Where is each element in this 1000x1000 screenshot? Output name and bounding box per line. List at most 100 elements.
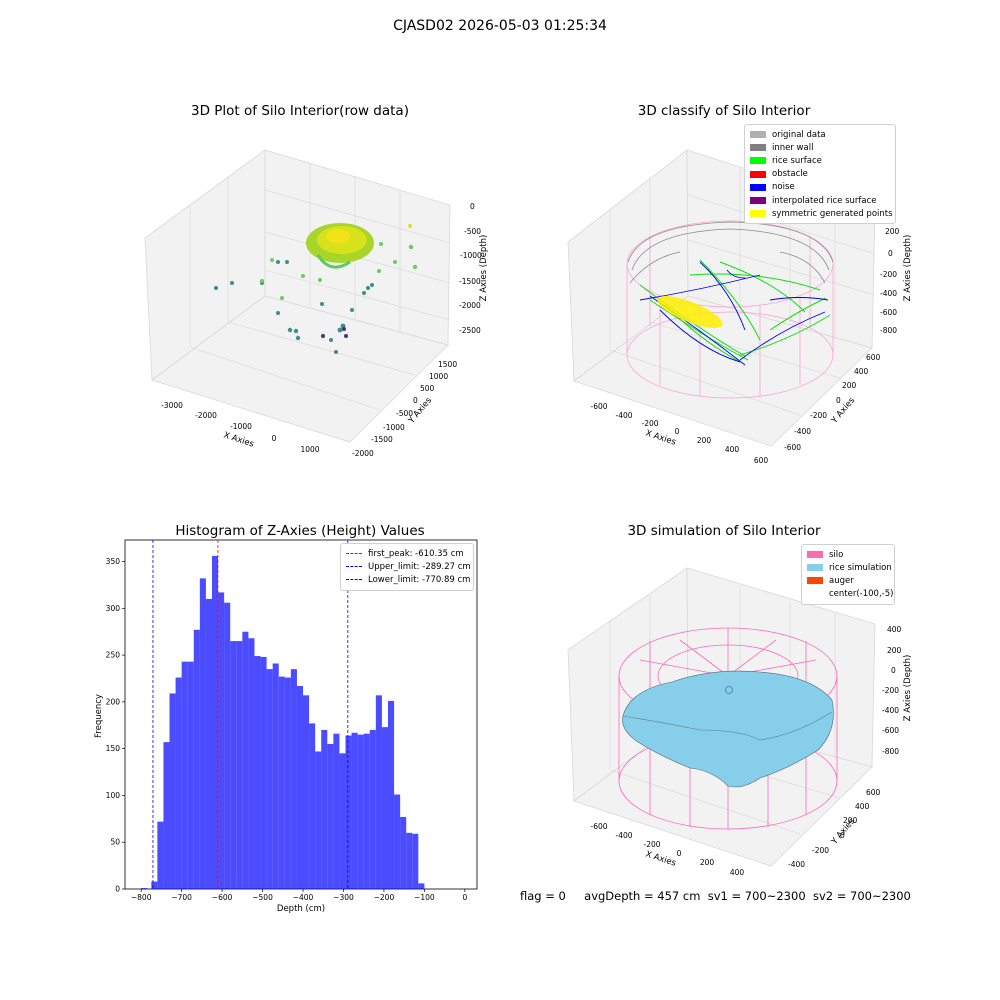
classify-legend-label: obstacle [772, 169, 808, 180]
histogram-bar [345, 735, 352, 889]
simulation-xtick: 400 [730, 868, 745, 877]
simulation-legend-entry: rice simulation [807, 561, 892, 574]
classify-legend-swatch [750, 144, 766, 152]
raw-z-ticks: 0 -500 -1000 -1500 -2000 -2500 [459, 202, 482, 335]
classify-xtick: 400 [725, 445, 740, 454]
classify-ytick: -200 [810, 411, 827, 420]
raw-ytick: -1000 [383, 423, 405, 432]
histogram-legend-line [346, 553, 362, 555]
simulation-legend-entry: center(-100,-5) [807, 588, 893, 601]
histogram-bar [315, 751, 322, 889]
histogram-xtick-label: −800 [131, 893, 152, 902]
histogram-legend-entry: Upper_limit: -289.27 cm [346, 560, 471, 573]
histogram-bar [163, 742, 170, 889]
classify-ytick: -600 [784, 443, 801, 452]
raw-ztick: -2000 [459, 301, 481, 310]
histogram-ytick-label: 100 [106, 791, 121, 800]
histogram-bar [224, 602, 231, 889]
histogram-bar [205, 598, 212, 889]
histogram-bar [412, 833, 419, 889]
classify-legend-swatch [750, 183, 766, 191]
histogram-ytick-label: 350 [106, 557, 121, 566]
histogram-bar [141, 888, 148, 889]
histogram-ytick-label: 50 [110, 838, 120, 847]
histogram-title: Histogram of Z-Axies (Height) Values [175, 523, 425, 539]
raw-surface-edge [316, 254, 351, 269]
simulation-legend-label: center(-100,-5) [829, 589, 894, 600]
classify-legend-entry: symmetric generated points [750, 207, 893, 220]
histogram-bar [351, 732, 358, 889]
raw-y-ticks: -2000 -1500 -1000 -500 0 500 1000 1500 [352, 360, 457, 458]
simulation-ztick: -200 [882, 686, 899, 695]
simulation-z-label: Z Axies (Depth) [903, 655, 913, 722]
histogram-ytick-label: 0 [115, 885, 120, 894]
figure-suptitle: CJASD02 2026-05-03 01:25:34 [393, 18, 607, 34]
simulation-legend-swatch [807, 577, 823, 585]
histogram-bar [254, 656, 261, 889]
raw-xtick: -3000 [161, 401, 183, 410]
simulation-legend-label: auger [829, 575, 854, 586]
classify-ztick: 0 [888, 249, 893, 258]
simulation-legend: silo rice simulation auger center(-100,-5) [801, 544, 895, 605]
classify-x-ticks: -600 -400 -200 0 200 400 600 [590, 402, 768, 465]
classify-ytick: 0 [836, 396, 841, 405]
histogram-bar [151, 881, 158, 889]
histogram-bar [327, 743, 334, 889]
classify-ztick: 200 [885, 227, 900, 236]
classify-3d-plot[interactable]: -600 -400 -200 0 200 400 600 X Axies -60… [560, 140, 920, 470]
classify-y-label: Y Axies [829, 395, 857, 426]
histogram-xtick-label: −600 [212, 893, 233, 902]
simulation-ztick: 200 [887, 646, 902, 655]
classify-symmetric-points [657, 295, 723, 329]
raw-ztick: -1500 [459, 277, 481, 286]
classify-legend-label: symmetric generated points [772, 208, 893, 219]
histogram-bar [181, 661, 188, 889]
simulation-3d-plot[interactable]: -600 -400 -200 0 200 400 X Axies -400 -2… [560, 560, 920, 880]
classify-legend-label: noise [772, 182, 795, 193]
classify-noise [639, 261, 829, 366]
histogram-xtick-label: −700 [171, 893, 192, 902]
histogram-ytick-label: 150 [106, 744, 121, 753]
classify-xtick: 200 [697, 436, 712, 445]
classify-legend-entry: noise [750, 181, 890, 194]
simulation-legend-swatch [807, 564, 823, 572]
classify-legend-label: rice surface [772, 155, 822, 166]
classify-x-label: X Axies [644, 428, 677, 447]
histogram-bar [394, 794, 401, 889]
classify-legend-swatch [750, 170, 766, 178]
classify-y-ticks: -600 -400 -200 0 200 400 600 [784, 353, 881, 452]
histogram-bar [290, 669, 297, 889]
raw-xtick: -2000 [195, 411, 217, 420]
classify-plot-title: 3D classify of Silo Interior [637, 103, 811, 119]
histogram-legend-entry: first_peak: -610.35 cm [346, 547, 468, 560]
histogram-ticks: −800 −700 −600 −500 −400 −300 −200 −100 0 0 50 100 1… [106, 557, 468, 902]
classify-xtick: -600 [590, 402, 607, 411]
histogram-bar [406, 832, 413, 889]
classify-xtick: -200 [641, 419, 658, 428]
histogram-bar [357, 734, 364, 889]
classify-ytick: 600 [866, 353, 881, 362]
simulation-rice-surface [622, 670, 834, 788]
raw-xtick: -1000 [230, 422, 252, 431]
classify-legend-entry: rice surface [750, 154, 890, 167]
simulation-ytick: 400 [855, 802, 870, 811]
histogram-bar [400, 816, 407, 889]
simulation-plot-title: 3D simulation of Silo Interior [627, 523, 821, 539]
classify-z-label: Z Axies (Depth) [903, 235, 913, 302]
raw-3d-plot[interactable]: -3000 -2000 -1000 0 1000 X Axies -2000 -… [140, 140, 500, 470]
histogram-ytick-label: 200 [106, 697, 121, 706]
simulation-x-ticks: -600 -400 -200 0 200 400 [590, 822, 744, 877]
histogram-bar [193, 629, 200, 889]
raw-x-label: X Axies [222, 430, 255, 449]
histogram-bar [272, 663, 279, 889]
raw-3d-axes-panes [144, 149, 451, 443]
histogram-bar [375, 695, 382, 889]
raw-surface-peak [326, 229, 350, 243]
status-avg-depth: avgDepth = 457 cm [584, 889, 701, 903]
histogram-chart[interactable]: −800 −700 −600 −500 −400 −300 −200 −100 0 0 50 100 1… [90, 535, 490, 915]
simulation-ztick: -800 [882, 747, 899, 756]
simulation-legend-swatch [807, 591, 823, 598]
simulation-ytick: 0 [840, 831, 845, 840]
classify-inner-wall [627, 221, 834, 284]
simulation-legend-entry: silo [807, 548, 889, 561]
